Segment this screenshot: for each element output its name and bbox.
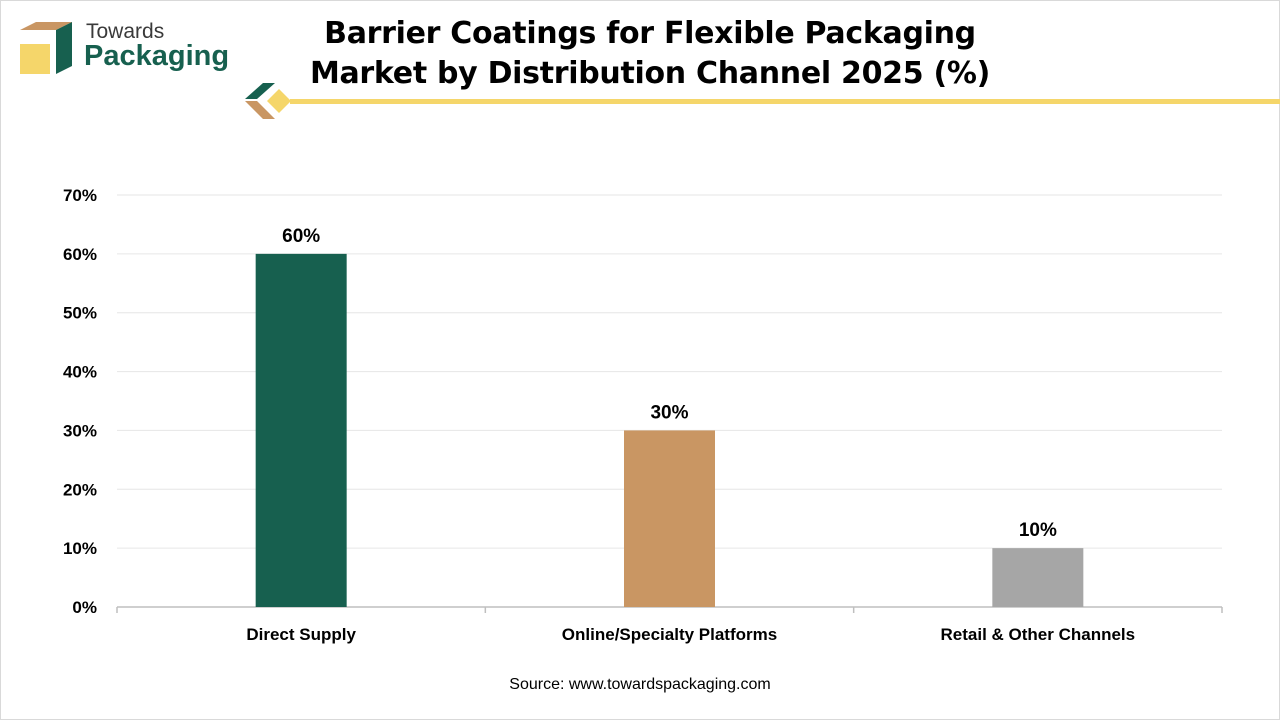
category-label: Retail & Other Channels bbox=[941, 625, 1136, 644]
y-tick-label: 10% bbox=[63, 539, 97, 558]
brand-logo: Towards Packaging bbox=[16, 18, 256, 84]
category-label: Online/Specialty Platforms bbox=[562, 625, 777, 644]
bar bbox=[992, 548, 1084, 607]
y-tick-label: 20% bbox=[63, 480, 97, 499]
data-label: 10% bbox=[1019, 520, 1057, 541]
category-label: Direct Supply bbox=[246, 625, 356, 644]
source-note: Source: www.towardspackaging.com bbox=[509, 676, 771, 693]
bar bbox=[255, 253, 347, 607]
y-tick-label: 60% bbox=[63, 245, 97, 264]
chart-title: Barrier Coatings for Flexible Packaging … bbox=[309, 16, 991, 91]
diamond-divider-icon bbox=[245, 83, 291, 119]
bar bbox=[624, 430, 715, 607]
brand-name-line1: Towards bbox=[86, 20, 165, 43]
y-tick-label: 30% bbox=[63, 421, 97, 440]
data-label: 60% bbox=[282, 226, 320, 247]
brand-name-line2: Packaging bbox=[84, 40, 230, 72]
y-tick-label: 70% bbox=[63, 186, 97, 205]
data-label: 30% bbox=[650, 402, 688, 423]
y-tick-label: 50% bbox=[63, 304, 97, 323]
divider-line bbox=[290, 99, 1280, 104]
y-tick-label: 0% bbox=[72, 598, 97, 617]
box-icon bbox=[20, 22, 72, 74]
y-tick-label: 40% bbox=[63, 363, 97, 382]
